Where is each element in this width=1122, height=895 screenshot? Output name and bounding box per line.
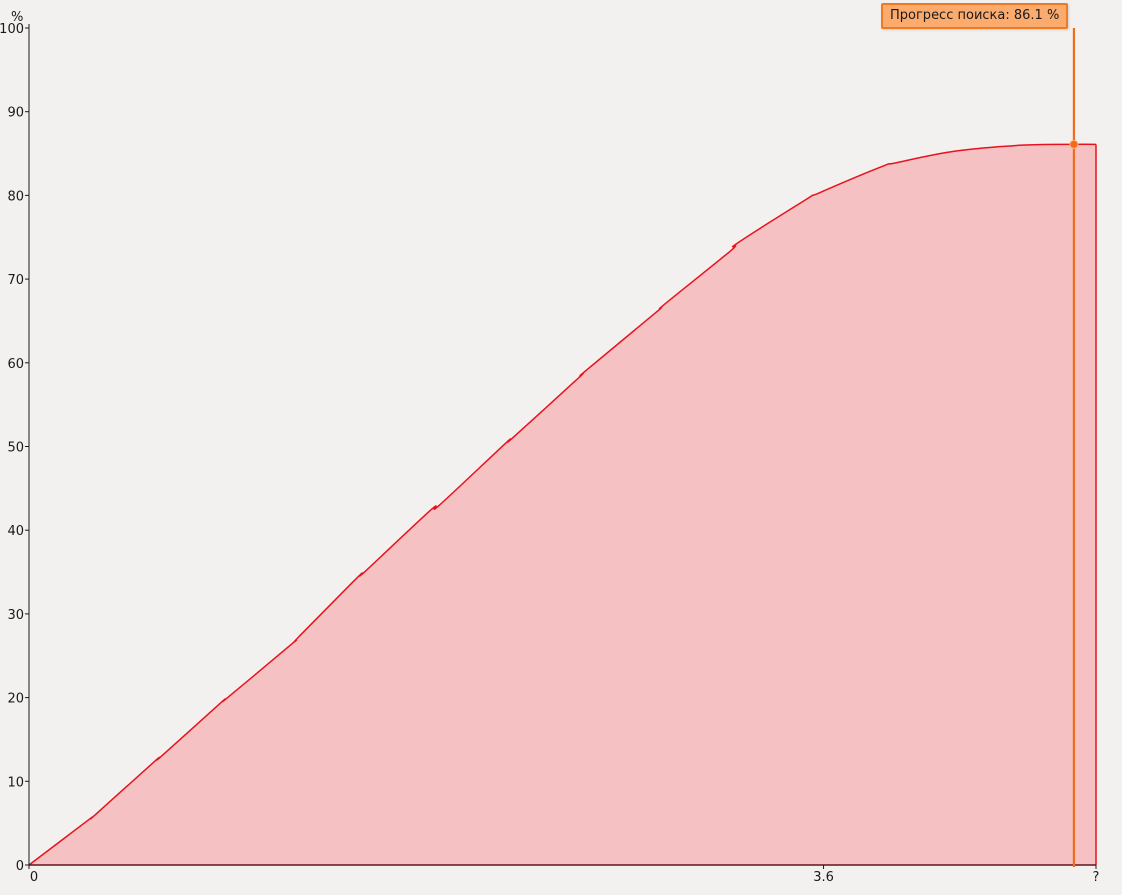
axes-layer: % (11, 10, 1096, 866)
y-tick-label: 20 (7, 692, 24, 707)
y-tick-label: 70 (7, 273, 24, 288)
x-tick-label: 3.6 (813, 870, 834, 885)
y-tick-label: 0 (16, 859, 24, 874)
x-tick-label: 0 (30, 870, 38, 885)
y-axis-unit-label: % (11, 10, 23, 25)
y-tick-label: 50 (7, 441, 24, 456)
x-tick-label: ? (1093, 870, 1100, 885)
cursor-marker[interactable] (1069, 139, 1079, 149)
area-layer (28, 143, 1097, 866)
y-tick-label: 60 (7, 357, 24, 372)
y-tick-label: 40 (7, 524, 24, 539)
series-area-fill (29, 144, 1096, 866)
progress-tooltip: Прогресс поиска: 86.1 % (881, 3, 1069, 29)
y-tick-label: 10 (7, 775, 24, 790)
y-tick-label: 90 (7, 106, 24, 121)
series-line (28, 143, 1097, 866)
y-tick-label: 30 (7, 608, 24, 623)
cursor-layer[interactable] (1069, 28, 1079, 867)
y-tick-label: 80 (7, 189, 24, 204)
x-ticks: 0 3.6? (28, 865, 1100, 885)
y-tick-label: 100 (0, 22, 24, 37)
y-ticks: 0 10 20 30 40 50 60 70 80 90 100 (0, 22, 29, 874)
